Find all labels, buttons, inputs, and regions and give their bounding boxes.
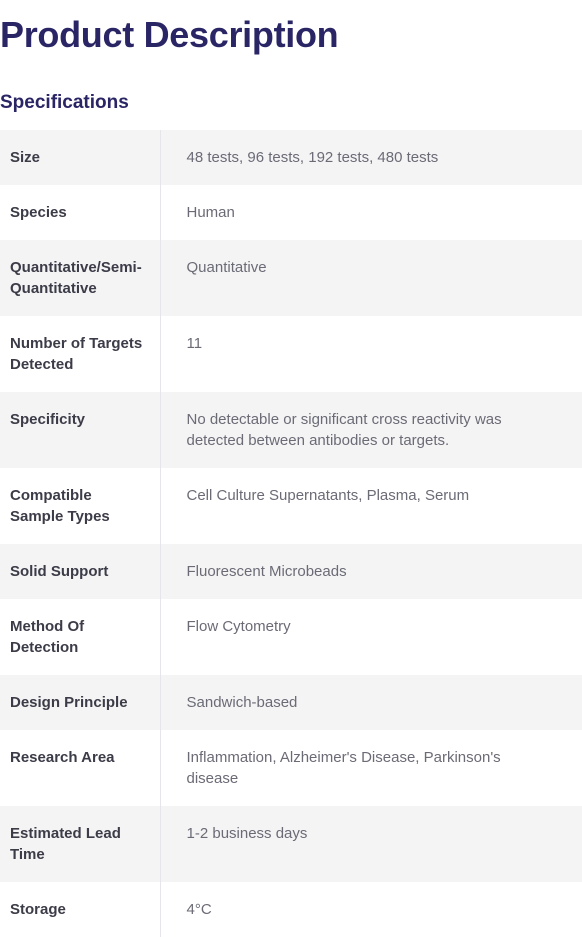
spec-value: Flow Cytometry (160, 599, 582, 675)
table-row: Storage 4°C (0, 882, 582, 937)
spec-value: 1-2 business days (160, 806, 582, 882)
table-row: Solid Support Fluorescent Microbeads (0, 544, 582, 599)
spec-label: Species (0, 185, 160, 240)
spec-value: No detectable or significant cross react… (160, 392, 582, 468)
spec-value: Inflammation, Alzheimer's Disease, Parki… (160, 730, 582, 806)
spec-label: Specificity (0, 392, 160, 468)
spec-value: Quantitative (160, 240, 582, 316)
spec-value: 11 (160, 316, 582, 392)
spec-label: Compatible Sample Types (0, 468, 160, 544)
spec-label: Number of Targets Detected (0, 316, 160, 392)
spec-label: Size (0, 130, 160, 185)
spec-label: Research Area (0, 730, 160, 806)
table-row: Quantitative/Semi-Quantitative Quantitat… (0, 240, 582, 316)
spec-label: Quantitative/Semi-Quantitative (0, 240, 160, 316)
table-row: Design Principle Sandwich-based (0, 675, 582, 730)
page-title: Product Description (0, 0, 582, 64)
spec-value: 48 tests, 96 tests, 192 tests, 480 tests (160, 130, 582, 185)
spec-label: Method Of Detection (0, 599, 160, 675)
spec-label: Solid Support (0, 544, 160, 599)
spec-value: Cell Culture Supernatants, Plasma, Serum (160, 468, 582, 544)
spec-label: Storage (0, 882, 160, 937)
table-row: Number of Targets Detected 11 (0, 316, 582, 392)
spec-label: Estimated Lead Time (0, 806, 160, 882)
table-row: Compatible Sample Types Cell Culture Sup… (0, 468, 582, 544)
table-row: Species Human (0, 185, 582, 240)
specifications-subtitle: Specifications (0, 64, 582, 130)
table-row: Estimated Lead Time 1-2 business days (0, 806, 582, 882)
table-row: Size 48 tests, 96 tests, 192 tests, 480 … (0, 130, 582, 185)
spec-value: Fluorescent Microbeads (160, 544, 582, 599)
specifications-table: Size 48 tests, 96 tests, 192 tests, 480 … (0, 130, 582, 937)
table-row: Research Area Inflammation, Alzheimer's … (0, 730, 582, 806)
spec-value: Human (160, 185, 582, 240)
table-row: Specificity No detectable or significant… (0, 392, 582, 468)
spec-value: 4°C (160, 882, 582, 937)
table-row: Method Of Detection Flow Cytometry (0, 599, 582, 675)
spec-label: Design Principle (0, 675, 160, 730)
spec-value: Sandwich-based (160, 675, 582, 730)
